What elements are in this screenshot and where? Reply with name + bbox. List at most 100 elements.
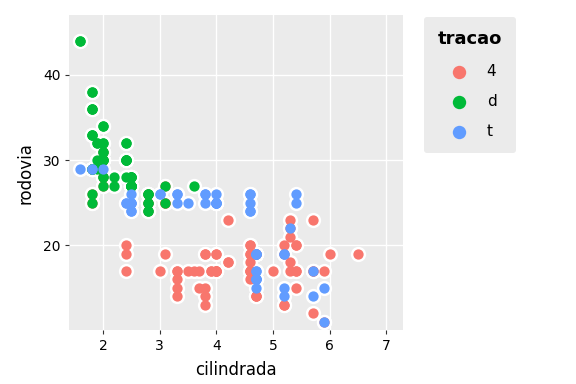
Point: [127, 174, 136, 180]
d: [110, 174, 119, 180]
d: [127, 182, 136, 189]
t: [308, 268, 317, 274]
Point: [251, 285, 260, 291]
d: [87, 131, 96, 137]
4: [200, 251, 210, 257]
Point: [93, 140, 102, 146]
4: [98, 182, 108, 189]
4: [161, 251, 170, 257]
Point: [280, 302, 289, 308]
Point: [200, 191, 210, 197]
Point: [285, 268, 294, 274]
d: [121, 140, 130, 146]
Point: [161, 200, 170, 206]
Point: [172, 293, 181, 299]
4: [189, 268, 198, 274]
4: [223, 259, 232, 265]
Point: [291, 242, 300, 248]
Point: [251, 251, 260, 257]
4: [121, 242, 130, 248]
Point: [144, 200, 153, 206]
4: [246, 251, 255, 257]
4: [251, 251, 260, 257]
4: [121, 268, 130, 274]
Point: [200, 251, 210, 257]
Point: [121, 157, 130, 163]
t: [251, 276, 260, 282]
Point: [285, 233, 294, 240]
Point: [121, 174, 130, 180]
4: [98, 149, 108, 155]
4: [155, 268, 164, 274]
Point: [98, 182, 108, 189]
Point: [121, 157, 130, 163]
d: [144, 191, 153, 197]
t: [155, 191, 164, 197]
Point: [98, 174, 108, 180]
Point: [291, 285, 300, 291]
Point: [127, 182, 136, 189]
Point: [172, 200, 181, 206]
Point: [121, 157, 130, 163]
Point: [161, 200, 170, 206]
Point: [144, 191, 153, 197]
4: [144, 200, 153, 206]
4: [87, 200, 96, 206]
4: [285, 268, 294, 274]
t: [155, 191, 164, 197]
d: [87, 106, 96, 112]
Point: [121, 200, 130, 206]
t: [251, 251, 260, 257]
Point: [251, 268, 260, 274]
Point: [251, 276, 260, 282]
4: [291, 268, 300, 274]
4: [325, 251, 334, 257]
4: [144, 191, 153, 197]
t: [212, 200, 221, 206]
4: [280, 302, 289, 308]
d: [98, 149, 108, 155]
Point: [212, 251, 221, 257]
Point: [98, 182, 108, 189]
Point: [144, 208, 153, 214]
Point: [280, 302, 289, 308]
Point: [212, 268, 221, 274]
Point: [251, 251, 260, 257]
4: [144, 191, 153, 197]
Point: [172, 268, 181, 274]
Point: [246, 268, 255, 274]
d: [87, 89, 96, 95]
d: [127, 174, 136, 180]
t: [87, 166, 96, 172]
Point: [144, 200, 153, 206]
4: [121, 251, 130, 257]
4: [268, 268, 278, 274]
t: [212, 200, 221, 206]
t: [212, 191, 221, 197]
4: [308, 268, 317, 274]
4: [200, 251, 210, 257]
d: [144, 200, 153, 206]
Point: [98, 157, 108, 163]
Point: [172, 191, 181, 197]
Point: [87, 166, 96, 172]
d: [127, 182, 136, 189]
t: [98, 166, 108, 172]
t: [246, 208, 255, 214]
Point: [87, 106, 96, 112]
4: [251, 293, 260, 299]
d: [87, 106, 96, 112]
Point: [280, 293, 289, 299]
Point: [87, 166, 96, 172]
Point: [195, 285, 204, 291]
Point: [308, 268, 317, 274]
Point: [87, 166, 96, 172]
Point: [121, 268, 130, 274]
Point: [127, 182, 136, 189]
d: [93, 166, 102, 172]
t: [280, 251, 289, 257]
4: [172, 276, 181, 282]
d: [144, 200, 153, 206]
t: [319, 285, 328, 291]
d: [127, 182, 136, 189]
